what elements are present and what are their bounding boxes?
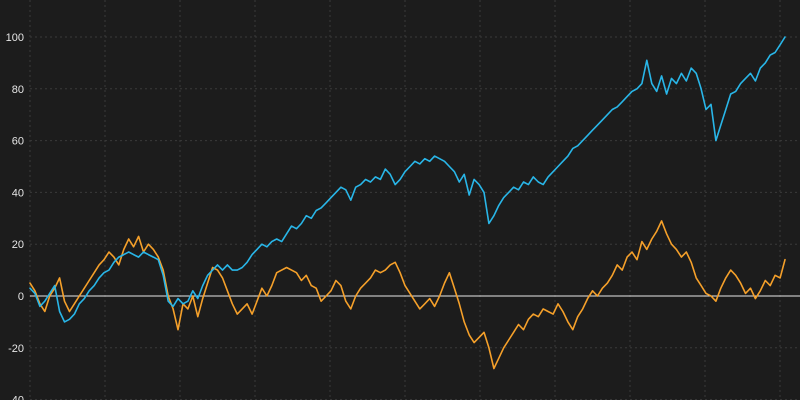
y-tick-label: 20 [12,239,24,251]
series-group [29,36,786,370]
y-tick-label: -40 [8,395,24,400]
series-line-orange [29,220,786,370]
y-tick-label: 0 [18,291,24,303]
y-tick-label: 40 [12,187,24,199]
y-tick-label: 80 [12,84,24,96]
series-line-blue [29,36,786,323]
y-tick-label: -20 [8,343,24,355]
grid [29,0,800,400]
y-axis: -40 -20 0 20 40 60 80 100 [6,32,24,400]
y-tick-label: 60 [12,136,24,148]
y-tick-label: 100 [6,32,24,44]
